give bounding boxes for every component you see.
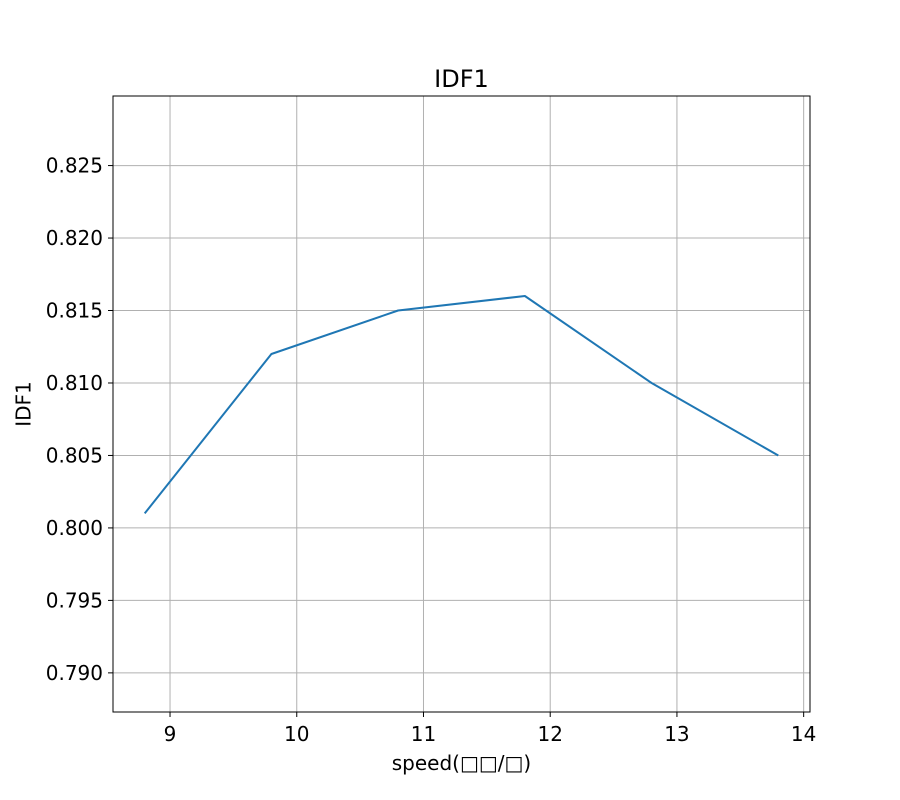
- chart-title: IDF1: [434, 65, 489, 93]
- plot-frame: [112, 95, 811, 713]
- x-tick-label: 12: [537, 722, 562, 746]
- series-line: [143, 295, 779, 515]
- y-axis: 0.790 0.795 0.800 0.805 0.810 0.815 0.820 0.825: [46, 154, 113, 685]
- y-tick-label: 0.805: [46, 443, 103, 467]
- x-axis-title: speed(□□/□): [392, 751, 531, 775]
- series-group: [143, 295, 779, 515]
- y-tick-label: 0.820: [46, 226, 103, 250]
- x-tick-label: 10: [284, 722, 309, 746]
- y-tick-label: 0.795: [46, 588, 103, 612]
- y-tick-label: 0.790: [46, 661, 103, 685]
- y-tick-label: 0.825: [46, 154, 103, 178]
- x-axis: 9 10 11 12 13 14: [164, 712, 816, 746]
- y-tick-label: 0.800: [46, 516, 103, 540]
- x-tick-label: 13: [664, 722, 689, 746]
- x-tick-label: 9: [164, 722, 177, 746]
- grid-lines: [113, 96, 810, 712]
- y-tick-label: 0.815: [46, 299, 103, 323]
- x-tick-label: 14: [791, 722, 816, 746]
- y-axis-title: IDF1: [12, 381, 36, 427]
- x-tick-label: 11: [411, 722, 436, 746]
- y-tick-label: 0.810: [46, 371, 103, 395]
